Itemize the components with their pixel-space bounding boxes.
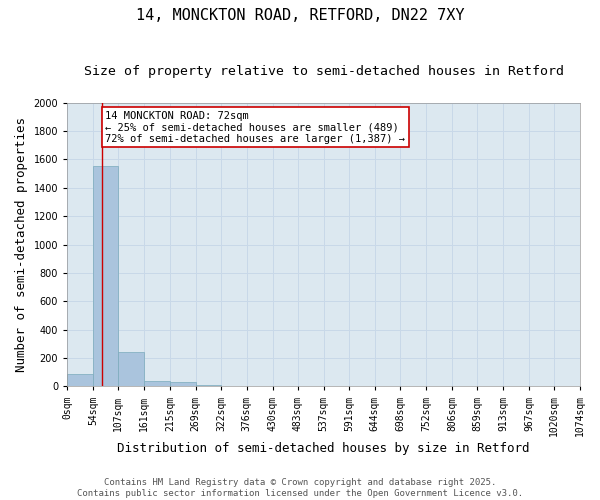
Title: Size of property relative to semi-detached houses in Retford: Size of property relative to semi-detach… [83, 65, 563, 78]
Bar [196, 384, 221, 386]
Y-axis label: Number of semi-detached properties: Number of semi-detached properties [15, 117, 28, 372]
X-axis label: Distribution of semi-detached houses by size in Retford: Distribution of semi-detached houses by … [118, 442, 530, 455]
Bar [67, 374, 93, 386]
Text: Contains HM Land Registry data © Crown copyright and database right 2025.
Contai: Contains HM Land Registry data © Crown c… [77, 478, 523, 498]
Text: 14, MONCKTON ROAD, RETFORD, DN22 7XY: 14, MONCKTON ROAD, RETFORD, DN22 7XY [136, 8, 464, 22]
Bar [93, 166, 118, 386]
Bar [118, 352, 144, 386]
Bar [144, 380, 170, 386]
Text: 14 MONCKTON ROAD: 72sqm
← 25% of semi-detached houses are smaller (489)
72% of s: 14 MONCKTON ROAD: 72sqm ← 25% of semi-de… [106, 110, 406, 144]
Bar [170, 382, 196, 386]
